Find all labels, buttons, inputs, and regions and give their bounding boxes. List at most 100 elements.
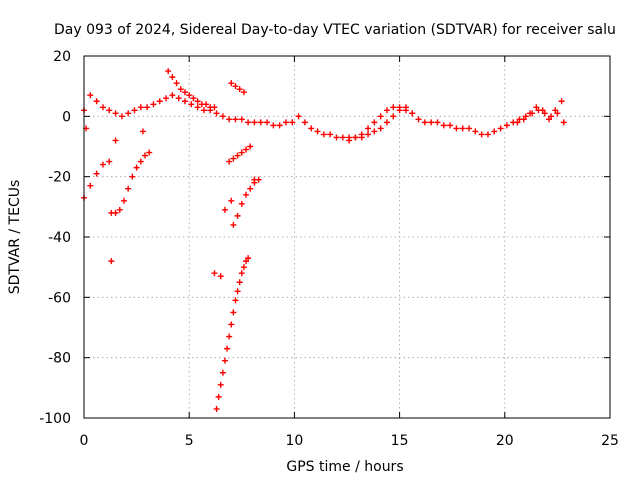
data-point (156, 98, 163, 105)
data-point (93, 170, 100, 177)
data-point (224, 345, 231, 352)
data-point (203, 101, 210, 108)
plot-frame (83, 55, 611, 419)
data-point (221, 206, 228, 213)
data-point (251, 179, 258, 186)
data-point (108, 258, 115, 265)
data-point (383, 107, 390, 114)
data-point (251, 119, 258, 126)
data-point (236, 86, 243, 93)
y-tick-label: -20 (48, 170, 71, 186)
x-tick-label: 15 (391, 433, 409, 449)
data-point (428, 119, 435, 126)
data-point (173, 80, 180, 87)
data-point (232, 83, 239, 90)
data-point (264, 119, 271, 126)
data-point (415, 116, 422, 123)
data-point (541, 110, 548, 117)
data-point (240, 264, 247, 271)
data-point (466, 125, 473, 132)
data-point (87, 92, 94, 99)
data-point (226, 333, 233, 340)
data-point (112, 110, 119, 117)
data-point (125, 110, 132, 117)
y-tick-label: -40 (48, 230, 71, 246)
data-point (211, 270, 218, 277)
data-point (453, 125, 460, 132)
data-point (522, 113, 529, 120)
data-point (131, 107, 138, 114)
data-point (383, 119, 390, 126)
data-point (245, 119, 252, 126)
data-point (139, 128, 146, 135)
y-tick-label: -80 (48, 351, 71, 367)
data-point (93, 98, 100, 105)
data-point (295, 113, 302, 120)
data-point (213, 405, 220, 412)
data-point (533, 104, 540, 111)
series-upper-arcs (165, 68, 565, 144)
data-point (377, 113, 384, 120)
y-tick-label: -100 (39, 411, 71, 427)
data-point (219, 113, 226, 120)
data-point (228, 197, 235, 204)
data-point (150, 101, 157, 108)
data-point (301, 119, 308, 126)
data-point (409, 110, 416, 117)
data-point (142, 152, 149, 159)
data-point (371, 119, 378, 126)
data-point (327, 131, 334, 138)
data-point (346, 137, 353, 144)
data-point (137, 158, 144, 165)
data-point (447, 122, 454, 129)
data-point (213, 110, 220, 117)
data-point (188, 101, 195, 108)
data-point (238, 116, 245, 123)
data-point (87, 182, 94, 189)
data-point (228, 80, 235, 87)
data-point (177, 86, 184, 93)
data-point (234, 288, 241, 295)
series-main-band (81, 92, 567, 141)
data-point (558, 98, 565, 105)
y-axis-label: SDTVAR / TECUs (7, 180, 23, 295)
data-point (247, 143, 254, 150)
data-point (238, 149, 245, 156)
x-axis-label: GPS time / hours (286, 459, 403, 475)
data-point (106, 158, 113, 165)
data-point (219, 369, 226, 376)
data-point (440, 122, 447, 129)
data-point (358, 131, 365, 138)
x-tick-label: 20 (496, 433, 514, 449)
series-lower-branches (81, 143, 262, 228)
data-point (308, 125, 315, 132)
data-point (232, 297, 239, 304)
data-point (144, 104, 151, 111)
data-point (200, 107, 207, 114)
data-point (217, 381, 224, 388)
data-point (232, 116, 239, 123)
data-point (234, 212, 241, 219)
data-point (276, 122, 283, 129)
data-point (116, 206, 123, 213)
data-point (484, 131, 491, 138)
data-point (421, 119, 428, 126)
data-point (333, 134, 340, 141)
data-point (545, 116, 552, 123)
data-point (560, 119, 567, 126)
data-point (163, 95, 170, 102)
data-point (497, 125, 504, 132)
series-isolated (83, 125, 235, 280)
data-points (81, 68, 567, 412)
data-point (402, 107, 409, 114)
data-point (377, 125, 384, 132)
data-point (175, 95, 182, 102)
data-point (234, 152, 241, 159)
data-point (478, 131, 485, 138)
data-point (181, 98, 188, 105)
data-point (365, 131, 372, 138)
y-tick-label: 0 (62, 109, 71, 125)
data-point (221, 357, 228, 364)
data-point (106, 107, 113, 114)
